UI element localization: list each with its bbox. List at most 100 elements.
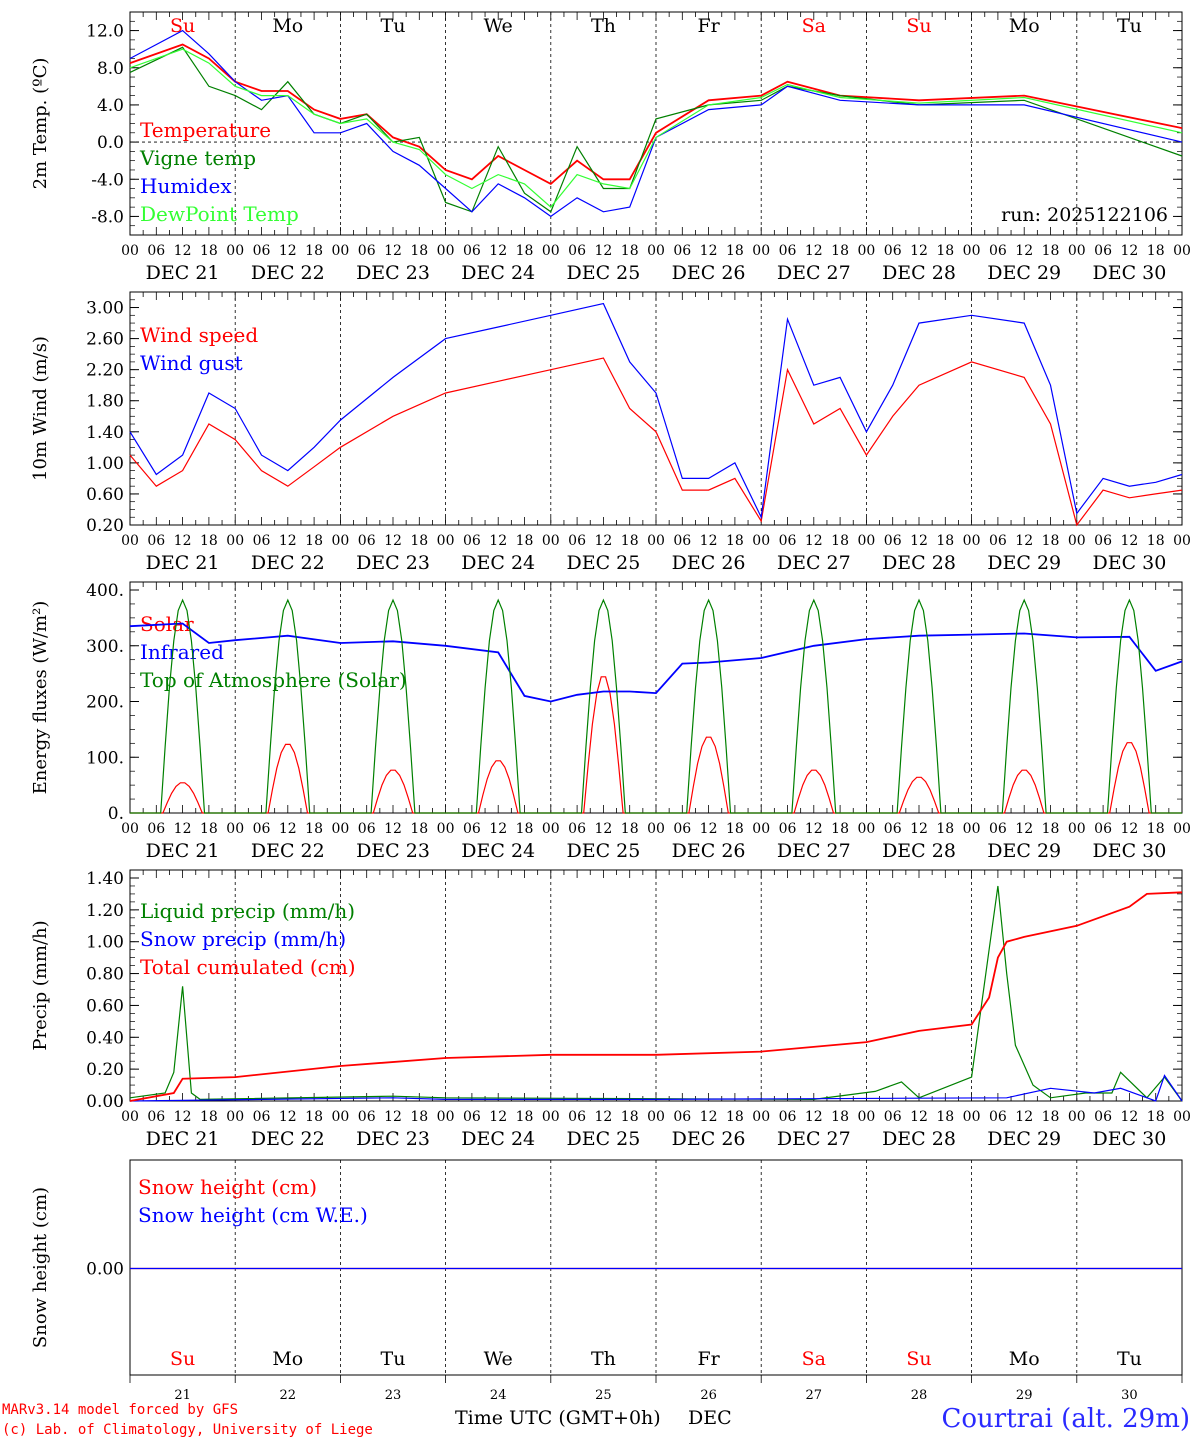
x-axis-title: Time UTC (GMT+0h) xyxy=(455,1407,661,1429)
x-date-label: DEC 26 xyxy=(672,262,746,284)
x-hour-label: 06 xyxy=(673,1109,691,1125)
series-line-infrared xyxy=(129,622,1183,703)
panel-5: 0.00 Snow height (cm) Su Mo Tu We Th Fr Sa Su Mo Tu… xyxy=(30,1159,1183,1403)
y-tick-label: 1.80 xyxy=(86,392,124,412)
x-hour-label: 00 xyxy=(226,1109,244,1125)
x-hour-label: 12 xyxy=(384,821,402,837)
series-line-top-of-atmosphere-solar- xyxy=(130,598,1182,814)
x-hour-label: 12 xyxy=(279,1109,297,1125)
day-number-label: 27 xyxy=(806,1388,823,1403)
day-name-label: Tu xyxy=(1117,15,1142,37)
x-hour-label: 06 xyxy=(147,1109,165,1125)
x-hour-label: 12 xyxy=(279,533,297,549)
x-hour-label: 06 xyxy=(884,1109,902,1125)
y-tick-label: 1.40 xyxy=(86,869,124,889)
x-date-label: DEC 27 xyxy=(777,840,851,862)
y-tick-label: 0.20 xyxy=(86,1060,124,1080)
x-date-label: DEC 27 xyxy=(777,262,851,284)
series-line-liquid-precip-mm-h- xyxy=(129,885,1183,1102)
x-hour-label: 12 xyxy=(700,821,718,837)
x-hour-label: 06 xyxy=(253,1109,271,1125)
x-hour-label: 12 xyxy=(910,821,928,837)
x-hour-label: 12 xyxy=(594,821,612,837)
x-hour-label: 18 xyxy=(1042,243,1060,259)
x-date-label: DEC 26 xyxy=(672,552,746,574)
x-hour-label: 06 xyxy=(253,533,271,549)
footer-credit-line: (c) Lab. of Climatology, University of L… xyxy=(2,1422,373,1438)
x-date-label: DEC 23 xyxy=(356,552,430,574)
y-tick-label: 8.0 xyxy=(97,59,124,79)
x-hour-label: 00 xyxy=(1173,821,1191,837)
y-tick-label: 2.60 xyxy=(86,330,124,350)
legend-entry: Wind speed xyxy=(140,323,258,347)
x-hour-label: 18 xyxy=(516,243,534,259)
x-date-label: DEC 23 xyxy=(356,840,430,862)
y-tick-label: 0. xyxy=(108,804,124,824)
legend-entry: Humidex xyxy=(140,174,232,198)
day-name-label: Mo xyxy=(272,15,303,37)
x-hour-label: 18 xyxy=(936,533,954,549)
x-date-label: DEC 29 xyxy=(987,1128,1061,1150)
x-date-label: DEC 24 xyxy=(461,552,535,574)
x-hour-label: 00 xyxy=(331,821,349,837)
x-hour-label: 18 xyxy=(936,243,954,259)
x-hour-label: 00 xyxy=(647,533,665,549)
y-tick-label: 0.20 xyxy=(86,516,124,536)
x-date-label: DEC 21 xyxy=(146,840,220,862)
x-hour-label: 18 xyxy=(516,1109,534,1125)
x-hour-label: 18 xyxy=(726,243,744,259)
x-hour-label: 00 xyxy=(752,1109,770,1125)
x-hour-label: 12 xyxy=(910,1109,928,1125)
x-hour-label: 18 xyxy=(621,821,639,837)
x-hour-label: 06 xyxy=(989,533,1007,549)
x-hour-label: 06 xyxy=(989,1109,1007,1125)
day-name-label: Th xyxy=(591,15,616,37)
y-tick-label: 200. xyxy=(86,693,124,713)
legend-entry: DewPoint Temp xyxy=(140,202,299,226)
y-tick-label: 0.00 xyxy=(86,1260,124,1280)
panel-4: 0.00 0.20 0.40 0.60 0.80 1.00 1.20 1.40 Precip (… xyxy=(30,869,1191,1150)
x-date-label: DEC 30 xyxy=(1092,1128,1166,1150)
x-hour-label: 06 xyxy=(358,243,376,259)
x-hour-label: 12 xyxy=(805,533,823,549)
x-hour-label: 12 xyxy=(700,533,718,549)
x-date-label: DEC 29 xyxy=(987,262,1061,284)
x-hour-label: 12 xyxy=(489,821,507,837)
legend-entry: Snow precip (mm/h) xyxy=(140,927,346,951)
day-number-label: 25 xyxy=(595,1388,612,1403)
x-hour-label: 06 xyxy=(463,243,481,259)
x-hour-label: 12 xyxy=(700,1109,718,1125)
x-date-label: DEC 22 xyxy=(251,840,325,862)
x-hour-label: 18 xyxy=(621,243,639,259)
series-line-wind-gust xyxy=(129,302,1183,520)
day-name-label: Mo xyxy=(272,1348,303,1370)
day-name-label: Mo xyxy=(1009,1348,1040,1370)
x-hour-label: 18 xyxy=(726,821,744,837)
x-hour-label: 12 xyxy=(384,243,402,259)
series-line-humidex xyxy=(129,29,1183,218)
x-hour-label: 18 xyxy=(200,821,218,837)
x-date-label: DEC 26 xyxy=(672,1128,746,1150)
x-hour-label: 00 xyxy=(437,821,455,837)
x-hour-label: 12 xyxy=(174,1109,192,1125)
x-date-label: DEC 23 xyxy=(356,262,430,284)
x-date-label: DEC 21 xyxy=(146,1128,220,1150)
x-hour-label: 00 xyxy=(963,1109,981,1125)
panel-1: -8.0 -4.0 0.0 4.0 8.0 12.0 2m Temp. (ºC) 00 06 12… xyxy=(30,11,1191,284)
x-hour-label: 06 xyxy=(147,821,165,837)
x-hour-label: 06 xyxy=(463,821,481,837)
x-hour-label: 00 xyxy=(647,243,665,259)
panel-3: 0. 100. 200. 300. 400. Energy fluxes (W/m²) 00… xyxy=(30,581,1191,862)
y-tick-label: 0.60 xyxy=(86,485,124,505)
x-hour-label: 00 xyxy=(647,821,665,837)
x-hour-label: 06 xyxy=(358,821,376,837)
x-hour-label: 00 xyxy=(752,243,770,259)
day-number-label: 26 xyxy=(700,1388,717,1403)
x-hour-label: 00 xyxy=(1173,533,1191,549)
x-hour-label: 06 xyxy=(358,533,376,549)
x-hour-label: 00 xyxy=(1173,243,1191,259)
x-hour-label: 00 xyxy=(121,821,139,837)
series-line-temperature xyxy=(129,43,1183,185)
x-hour-label: 18 xyxy=(831,821,849,837)
run-annotation: run: 2025122106 xyxy=(1001,204,1168,226)
